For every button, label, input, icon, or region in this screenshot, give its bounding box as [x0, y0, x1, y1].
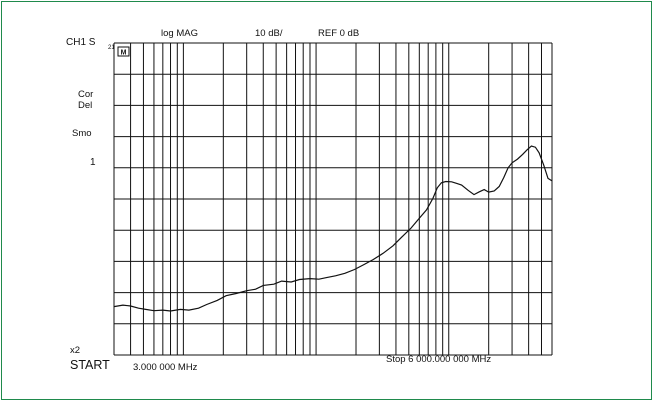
reference-label: REF 0 dB: [318, 28, 360, 39]
averaging-annotation: x2: [70, 345, 81, 356]
stop-frequency: Stop 6 000.000 000 MHz: [386, 354, 492, 365]
correction-annotation: Cor: [78, 89, 94, 100]
scale-label: 10 dB/: [255, 28, 283, 39]
trace-line: [113, 145, 553, 312]
start-label: START: [70, 358, 110, 372]
reference-position-marker: 1: [90, 157, 96, 168]
channel-param-sub: 21: [108, 45, 115, 51]
channel-label: CH1 S: [66, 37, 96, 48]
marker-flag-icon: M: [117, 46, 130, 57]
smoothing-annotation: Smo: [72, 128, 92, 139]
start-frequency: 3.000 000 MHz: [133, 362, 198, 373]
delay-annotation: Del: [78, 100, 93, 111]
marker-glyph: M: [121, 50, 127, 57]
graticule: [113, 42, 553, 356]
format-label: log MAG: [161, 28, 198, 39]
